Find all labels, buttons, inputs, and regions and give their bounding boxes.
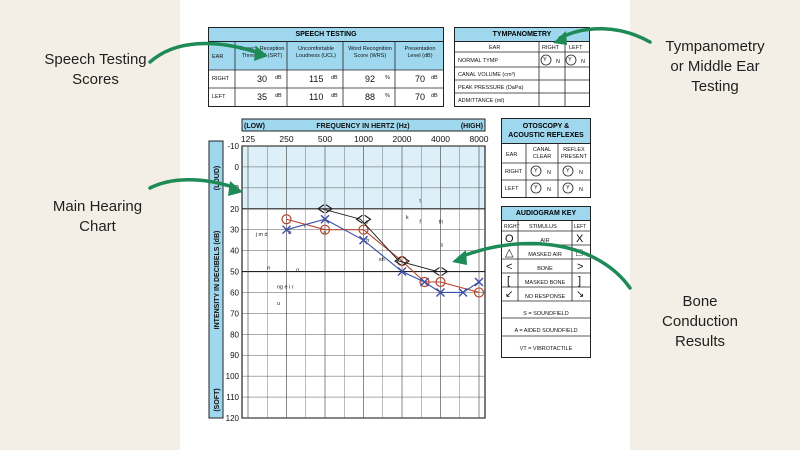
speech-row-right-srt: 30 [257, 74, 268, 84]
speech-header-pl: Presentation Level (dB) [404, 46, 436, 59]
speech-row-left-ucl-unit: dB [331, 93, 338, 99]
key-stimulus-no-response: NO RESPONSE [524, 294, 566, 300]
speech-row-left-ear: LEFT [212, 94, 226, 100]
key-stimulus-masked-bone: MASKED BONE [524, 280, 566, 286]
otoscopy-table: OTOSCOPY & ACOUSTIC REFLEXES EAR CANAL C… [501, 118, 591, 198]
speech-header-ear: EAR [212, 54, 224, 60]
speech-row-left-pl: 70 [415, 92, 426, 102]
speech-testing-table: SPEECH TESTING EAR Speech Reception Thre… [208, 27, 444, 107]
key-left-no-response-symbol: ↘ [576, 289, 585, 300]
speech-row-left-pl-unit: dB [431, 93, 438, 99]
speech-header-wrs: Word Recognition Score (WRS) [348, 46, 392, 59]
callout-tympanometry: Tympanometry or Middle Ear Testing [645, 37, 785, 97]
oto-row-left: LEFT [505, 186, 519, 192]
audiogram-key-table: AUDIOGRAM KEY RIGHT STIMULUS LEFT O AIR … [501, 206, 591, 358]
speech-row-right-wrs: 92 [365, 74, 376, 84]
oto-left-reflex-y: Y [566, 185, 570, 191]
key-note-aided: A = AIDED SOUNDFIELD [514, 328, 578, 334]
tymp-right-y: Y [543, 57, 547, 63]
speech-row-left-wrs-unit: % [385, 93, 390, 99]
tymp-grid [455, 42, 589, 106]
key-stimulus-air: AIR [540, 238, 550, 244]
key-left-bone-symbol: > [577, 261, 584, 273]
callout-line: Bone [682, 293, 718, 310]
key-header-left: LEFT [574, 224, 587, 230]
oto-right-reflex-n: N [579, 170, 583, 176]
key-header-right: RIGHT [504, 224, 520, 230]
speech-row-right-srt-unit: dB [275, 75, 282, 81]
speech-row-right-ucl-unit: dB [331, 75, 338, 81]
tympanometry-title: TYMPANOMETRY [455, 28, 589, 42]
oto-right-canal-n: N [547, 170, 551, 176]
oto-header-reflex: REFLEX PRESENT [561, 147, 587, 160]
speech-row-left-wrs: 88 [365, 92, 376, 102]
speech-testing-title: SPEECH TESTING [209, 28, 443, 42]
key-right-masked-air-symbol: △ [505, 247, 514, 259]
tymp-header-ear: EAR [489, 45, 501, 51]
key-header-stimulus: STIMULUS [529, 224, 557, 230]
tymp-header-right: RIGHT [542, 45, 560, 51]
speech-header-srt: Speech Reception Threshold (SRT) [239, 46, 285, 59]
speech-row-left-ucl: 110 [309, 92, 324, 102]
key-right-masked-bone-symbol: [ [507, 275, 511, 287]
tympanometry-table: TYMPANOMETRY EAR RIGHT LEFT NORMAL TYMP … [454, 27, 590, 107]
callout-line: or Middle Ear [670, 58, 760, 75]
tymp-left-y: Y [568, 57, 572, 63]
otoscopy-title: OTOSCOPY & ACOUSTIC REFLEXES [502, 119, 590, 144]
key-note-soundfield: S = SOUNDFIELD [523, 311, 569, 317]
callout-line: Conduction [662, 313, 738, 330]
oto-left-canal-y: Y [534, 185, 538, 191]
oto-header-canal: CANAL CLEAR [532, 147, 552, 160]
tymp-row-normal: NORMAL TYMP [458, 58, 499, 64]
key-left-masked-bone-symbol: ] [578, 275, 582, 287]
audiogram-key-title: AUDIOGRAM KEY [502, 207, 590, 221]
callout-bone-conduction: Bone Conduction Results [640, 292, 760, 352]
tymp-row-peak-pressure: PEAK PRESSURE (DaPa) [458, 85, 524, 91]
speech-row-right-ucl: 115 [309, 74, 324, 84]
callout-line: Speech Testing [44, 51, 147, 68]
key-stimulus-bone: BONE [537, 266, 553, 272]
speech-row-right-pl-unit: dB [431, 75, 438, 81]
tymp-row-admittance: ADMITTANCE (ml) [458, 98, 505, 104]
key-right-bone-symbol: < [506, 261, 513, 273]
key-left-air-symbol: X [576, 233, 584, 245]
speech-row-right-ear: RIGHT [212, 76, 230, 82]
key-right-no-response-symbol: ↙ [505, 289, 514, 300]
callout-line: Chart [79, 218, 116, 235]
callout-line: Main Hearing [52, 198, 143, 215]
speech-row-left-srt: 35 [257, 92, 268, 102]
speech-row-left-srt-unit: dB [275, 93, 282, 99]
callout-line: Tympanometry [665, 38, 765, 55]
key-stimulus-masked-air: MASKED AIR [528, 252, 562, 258]
tymp-row-canal-volume: CANAL VOLUME (cm³) [458, 72, 516, 78]
oto-left-canal-n: N [547, 187, 551, 193]
key-note-vibrotactile: VT = VIBROTACTILE [519, 346, 573, 352]
callout-speech-testing: Speech Testing Scores [28, 50, 163, 90]
speech-header-ucl: Uncomfortable Loudness (UCL) [295, 46, 337, 59]
callout-main-hearing-chart: Main Hearing Chart [35, 197, 160, 237]
callout-line: Results [674, 333, 726, 350]
tymp-left-n: N [581, 59, 585, 65]
callout-line: Scores [72, 71, 119, 88]
key-left-masked-air-symbol: □ [576, 247, 583, 259]
oto-right-reflex-y: Y [566, 168, 570, 174]
oto-left-reflex-n: N [579, 187, 583, 193]
tymp-right-n: N [556, 59, 560, 65]
tymp-header-left: LEFT [569, 45, 583, 51]
oto-row-right: RIGHT [505, 169, 523, 175]
key-right-air-symbol: O [505, 233, 514, 245]
oto-header-ear: EAR [506, 152, 518, 158]
speech-row-right-pl: 70 [415, 74, 426, 84]
oto-right-canal-y: Y [534, 168, 538, 174]
speech-row-right-wrs-unit: % [385, 75, 390, 81]
oto-grid [502, 143, 590, 197]
callout-line: Testing [691, 78, 739, 95]
